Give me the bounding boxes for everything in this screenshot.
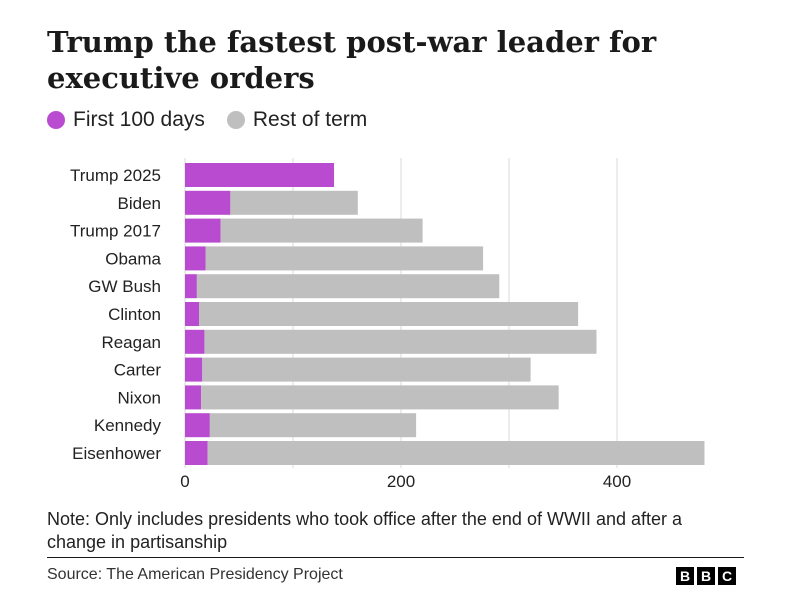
bar-trump-2025-first-100-days xyxy=(185,163,335,187)
category-label-trump-2025: Trump 2025 xyxy=(70,166,161,185)
bar-reagan-rest-of-term xyxy=(204,329,597,354)
bar-eisenhower-rest-of-term xyxy=(207,441,705,465)
category-label-trump-2017: Trump 2017 xyxy=(70,222,161,241)
category-label-eisenhower: Eisenhower xyxy=(72,444,161,463)
bar-kennedy-first-100-days xyxy=(185,413,210,438)
bar-reagan-first-100-days xyxy=(185,329,205,354)
bbc-logo: B B C xyxy=(673,567,736,585)
bar-kennedy-rest-of-term xyxy=(209,413,417,438)
bar-gw-bush-rest-of-term xyxy=(196,274,500,299)
bar-nixon-rest-of-term xyxy=(201,385,559,410)
bar-chart: Trump 2025 Biden Trump 2017 Obama GW Bush Cli… xyxy=(70,158,705,491)
category-label-reagan: Reagan xyxy=(101,333,161,352)
bar-clinton-rest-of-term xyxy=(199,302,579,326)
logo-letter-c: C xyxy=(718,567,736,585)
bar-trump-2017-first-100-days xyxy=(185,218,221,243)
category-label-carter: Carter xyxy=(114,361,162,380)
chart-title: Trump the fastest post-war leader for ex… xyxy=(47,25,657,95)
bar-trump-2017-rest-of-term xyxy=(220,218,423,243)
logo-letter-b2: B xyxy=(697,567,715,585)
legend-swatch-first-100-days xyxy=(47,111,65,129)
bar-gw-bush-first-100-days xyxy=(185,274,197,299)
x-tick-label-0: 0 xyxy=(180,472,189,491)
bar-nixon-first-100-days xyxy=(185,385,202,410)
category-label-gw-bush: GW Bush xyxy=(88,277,161,296)
bar-clinton-first-100-days xyxy=(185,302,200,326)
legend: First 100 days Rest of term xyxy=(47,108,389,132)
legend-item-rest-of-term: Rest of term xyxy=(226,108,368,132)
legend-label-rest-of-term: Rest of term xyxy=(252,108,368,131)
legend-label-first-100-days: First 100 days xyxy=(73,108,205,131)
category-label-kennedy: Kennedy xyxy=(94,416,162,435)
category-label-biden: Biden xyxy=(118,194,161,213)
bar-biden-rest-of-term xyxy=(230,190,358,215)
source-text: Source: The American Presidency Project xyxy=(47,566,343,583)
x-tick-label-200: 200 xyxy=(387,472,415,491)
x-tick-label-400: 400 xyxy=(603,472,631,491)
bar-carter-rest-of-term xyxy=(202,357,531,382)
bar-eisenhower-first-100-days xyxy=(185,441,208,465)
legend-swatch-rest-of-term xyxy=(226,111,245,129)
logo-letter-b1: B xyxy=(676,567,694,585)
category-label-clinton: Clinton xyxy=(108,305,161,324)
bar-biden-first-100-days xyxy=(185,190,231,215)
chart-note: Note: Only includes presidents who took … xyxy=(47,509,683,552)
bar-obama-rest-of-term xyxy=(205,246,484,271)
category-label-obama: Obama xyxy=(105,249,161,268)
footer-divider xyxy=(47,557,744,558)
bar-carter-first-100-days xyxy=(185,357,203,382)
legend-item-first-100-days: First 100 days xyxy=(47,108,205,132)
bar-obama-first-100-days xyxy=(185,246,206,271)
category-label-nixon: Nixon xyxy=(118,388,161,407)
